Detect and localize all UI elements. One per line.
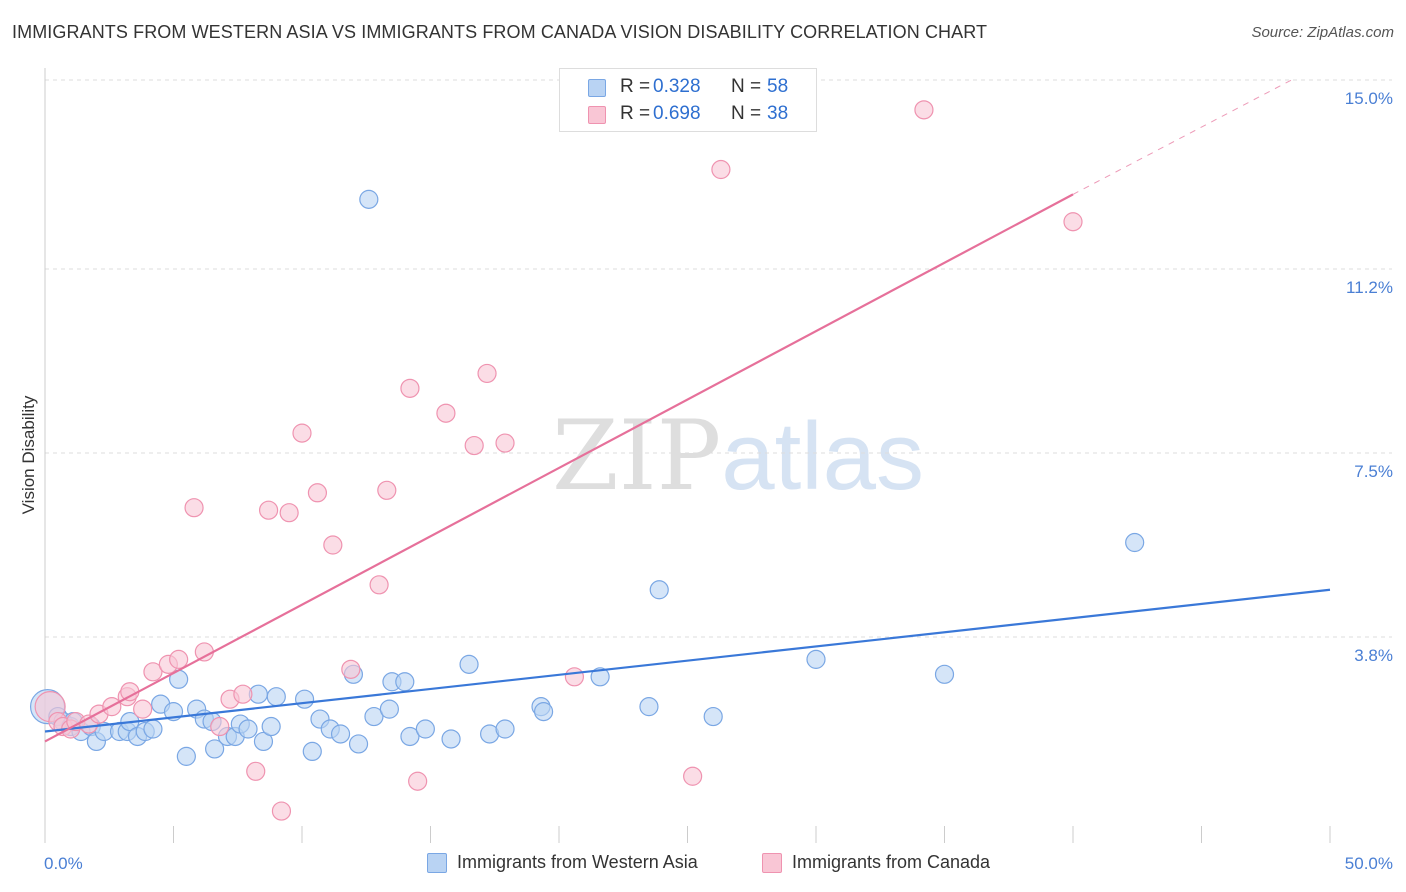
western-asia-point [294, 689, 315, 709]
series-western-asia [29, 189, 1145, 766]
bottom-legend-swatch-blue [427, 853, 447, 873]
canada-point [194, 642, 214, 662]
western-asia-point [261, 716, 281, 737]
legend-n-label: N = [731, 103, 762, 124]
x-tick-label: 0.0% [44, 854, 83, 873]
canada-point [323, 535, 343, 555]
chart-title: IMMIGRANTS FROM WESTERN ASIA VS IMMIGRAN… [12, 22, 988, 42]
legend-r-value: 0.328 [653, 76, 701, 97]
legend-n-value: 38 [767, 103, 789, 124]
canada-point [184, 498, 204, 518]
trendline-western-asia [44, 588, 1331, 733]
western-asia-point [302, 741, 322, 762]
y-axis-label: Vision Disability [19, 395, 38, 514]
western-asia-point [441, 729, 461, 749]
canada-point [436, 403, 456, 423]
canada-point [477, 363, 497, 384]
western-asia-point [359, 189, 379, 209]
western-asia-point [253, 731, 274, 752]
western-asia-point [703, 706, 723, 727]
legend-n-label: N = [731, 76, 762, 97]
western-asia-point [266, 687, 286, 707]
legend-swatch-blue [588, 79, 606, 97]
bottom-legend-label: Immigrants from Canada [792, 852, 991, 872]
western-asia-point [590, 667, 610, 687]
legend: R = 0.328 N = 58 R = 0.698 N = 38 [559, 68, 817, 132]
bottom-legend-label: Immigrants from Western Asia [457, 852, 698, 872]
canada-point [464, 435, 484, 456]
canada-point [408, 771, 428, 791]
series-canada [34, 100, 1083, 821]
western-asia-point [649, 580, 669, 600]
western-asia-point [379, 699, 399, 719]
western-asia-point [348, 734, 369, 754]
legend-r-label: R = [620, 76, 651, 97]
canada-point [233, 684, 253, 704]
canada-point [369, 575, 389, 595]
western-asia-point [176, 746, 196, 766]
legend-n-value: 58 [767, 76, 789, 97]
canada-point [143, 662, 163, 682]
y-tick-label: 7.5% [1354, 462, 1393, 481]
western-asia-point [364, 706, 384, 727]
trendline-canada-extension [1072, 79, 1292, 195]
trendline-canada [44, 193, 1074, 743]
western-asia-point [205, 739, 225, 759]
western-asia-point [238, 719, 258, 739]
canada-point [495, 433, 515, 453]
canada-point [292, 423, 312, 443]
trendlines [44, 79, 1331, 743]
canada-point [564, 667, 585, 687]
source-credit: Source: ZipAtlas.com [1251, 24, 1394, 41]
western-asia-point [459, 654, 479, 674]
canada-point [377, 480, 397, 500]
western-asia-point [415, 719, 435, 739]
western-asia-point [533, 702, 554, 722]
legend-r-label: R = [620, 103, 651, 124]
canada-point [258, 500, 279, 520]
x-tick-label: 50.0% [1345, 854, 1393, 873]
legend-swatch-pink [588, 106, 606, 124]
western-asia-point [806, 649, 826, 669]
canada-point [711, 159, 731, 180]
canada-point [279, 503, 299, 523]
canada-point [683, 766, 703, 786]
y-tick-label: 3.8% [1354, 646, 1393, 665]
bottom-legend-swatch-pink [762, 853, 782, 873]
watermark-atlas: atlas [721, 403, 924, 510]
canada-point [169, 649, 189, 669]
western-asia-point [639, 697, 659, 717]
canada-point [210, 716, 230, 737]
canada-point [307, 483, 328, 503]
watermark: ZIPatlas [552, 400, 924, 512]
canada-point [133, 699, 153, 719]
western-asia-point [395, 672, 415, 692]
canada-point [271, 801, 292, 821]
canada-point [1063, 212, 1083, 232]
legend-r-value: 0.698 [653, 103, 701, 124]
canada-point [341, 659, 361, 679]
tick-labels: 3.8% 7.5% 11.2% 15.0% 0.0% 50.0% [44, 89, 1393, 873]
y-tick-label: 15.0% [1345, 89, 1393, 108]
western-asia-point [495, 719, 515, 739]
canada-point [120, 682, 140, 702]
western-asia-point [330, 724, 351, 744]
canada-point [914, 100, 934, 120]
western-asia-point [1125, 532, 1145, 553]
y-tick-label: 11.2% [1346, 278, 1393, 297]
western-asia-point [143, 719, 163, 739]
canada-point [246, 761, 266, 781]
canada-point [400, 378, 420, 398]
western-asia-point [400, 726, 420, 747]
western-asia-point [934, 664, 955, 684]
